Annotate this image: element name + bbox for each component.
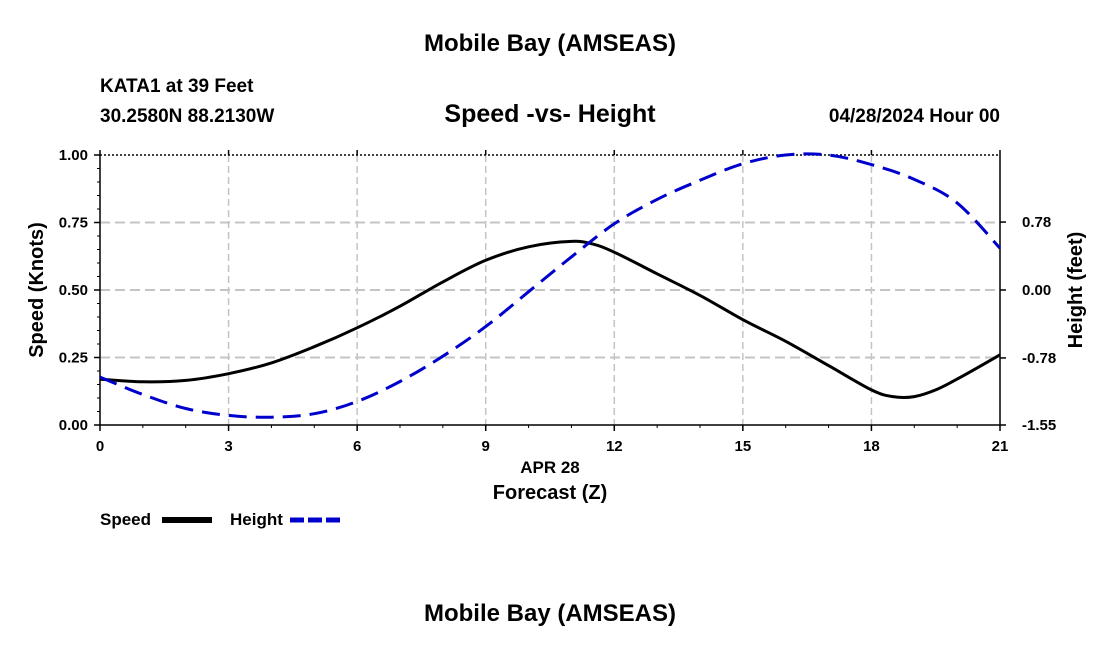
y-tick-label: 0.00 bbox=[59, 417, 88, 434]
y-tick-label: 0.25 bbox=[59, 350, 88, 367]
page-title-bottom: Mobile Bay (AMSEAS) bbox=[423, 600, 677, 627]
x-tick-label: 15 bbox=[735, 438, 752, 455]
chart-title: Speed -vs- Height bbox=[444, 100, 656, 128]
y-tick-label: 1.00 bbox=[59, 147, 88, 164]
run-time: 04/28/2024 Hour 00 bbox=[828, 106, 1000, 127]
height-series-line bbox=[99, 152, 1002, 419]
y-right-tick-label: 0.00 bbox=[1022, 282, 1051, 299]
station-coords: 30.2580N 88.2130W bbox=[100, 106, 275, 127]
y-right-tick-label: -0.78 bbox=[1022, 350, 1056, 367]
x-tick-label: 3 bbox=[224, 438, 232, 455]
y-right-tick-label: 0.78 bbox=[1022, 214, 1051, 231]
x-axis-label: Forecast (Z) bbox=[492, 482, 608, 504]
x-tick-label: 9 bbox=[482, 438, 490, 455]
x-tick-label: 21 bbox=[992, 438, 1009, 455]
y-right-tick-label: -1.55 bbox=[1022, 417, 1056, 434]
y-axis-right-label: Height (feet) bbox=[1065, 232, 1087, 349]
x-tick-label: 0 bbox=[96, 438, 104, 455]
page-title: Mobile Bay (AMSEAS) bbox=[423, 30, 677, 57]
x-tick-label: 18 bbox=[863, 438, 880, 455]
legend-speed-label: Speed bbox=[100, 510, 151, 529]
x-axis-date-label: APR 28 bbox=[520, 458, 580, 477]
x-tick-label: 12 bbox=[606, 438, 623, 455]
y-tick-label: 0.50 bbox=[59, 282, 88, 299]
speed-series-line bbox=[99, 239, 1001, 399]
y-tick-label: 0.75 bbox=[59, 215, 88, 232]
legend-height-label: Height bbox=[230, 510, 283, 529]
y-axis-label: Speed (Knots) bbox=[26, 222, 48, 358]
station-name: KATA1 at 39 Feet bbox=[100, 76, 254, 97]
x-tick-label: 6 bbox=[353, 438, 361, 455]
